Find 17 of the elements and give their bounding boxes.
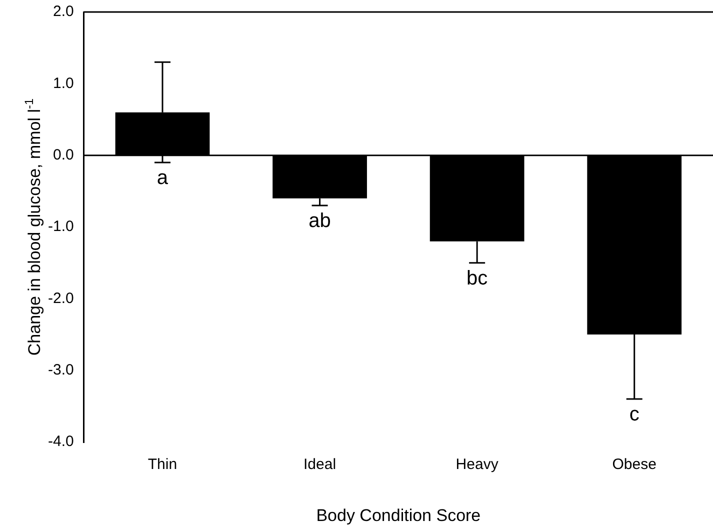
y-tick-label: 2.0: [52, 3, 74, 20]
y-tick-label: -3.0: [48, 361, 74, 378]
annotation: ab: [308, 210, 331, 232]
y-axis-title: Change in blood glucose, mmol l-1: [22, 98, 44, 356]
x-tick-label: Ideal: [304, 456, 336, 474]
x-tick-label: Obese: [612, 456, 656, 474]
x-axis-title: Body Condition Score: [316, 506, 481, 525]
x-tick-label: Heavy: [456, 456, 499, 474]
y-tick-label: -1.0: [48, 218, 74, 236]
y-tick-label: 0.0: [52, 146, 74, 164]
y-tick-label: 1.0: [52, 74, 74, 92]
annotation: a: [156, 167, 169, 190]
annotation: c: [629, 404, 640, 426]
y-tick-label: -4.0: [48, 433, 74, 450]
annotation: bc: [466, 267, 488, 290]
y-tick-label: -2.0: [48, 290, 74, 307]
x-tick-label: Thin: [148, 456, 178, 474]
